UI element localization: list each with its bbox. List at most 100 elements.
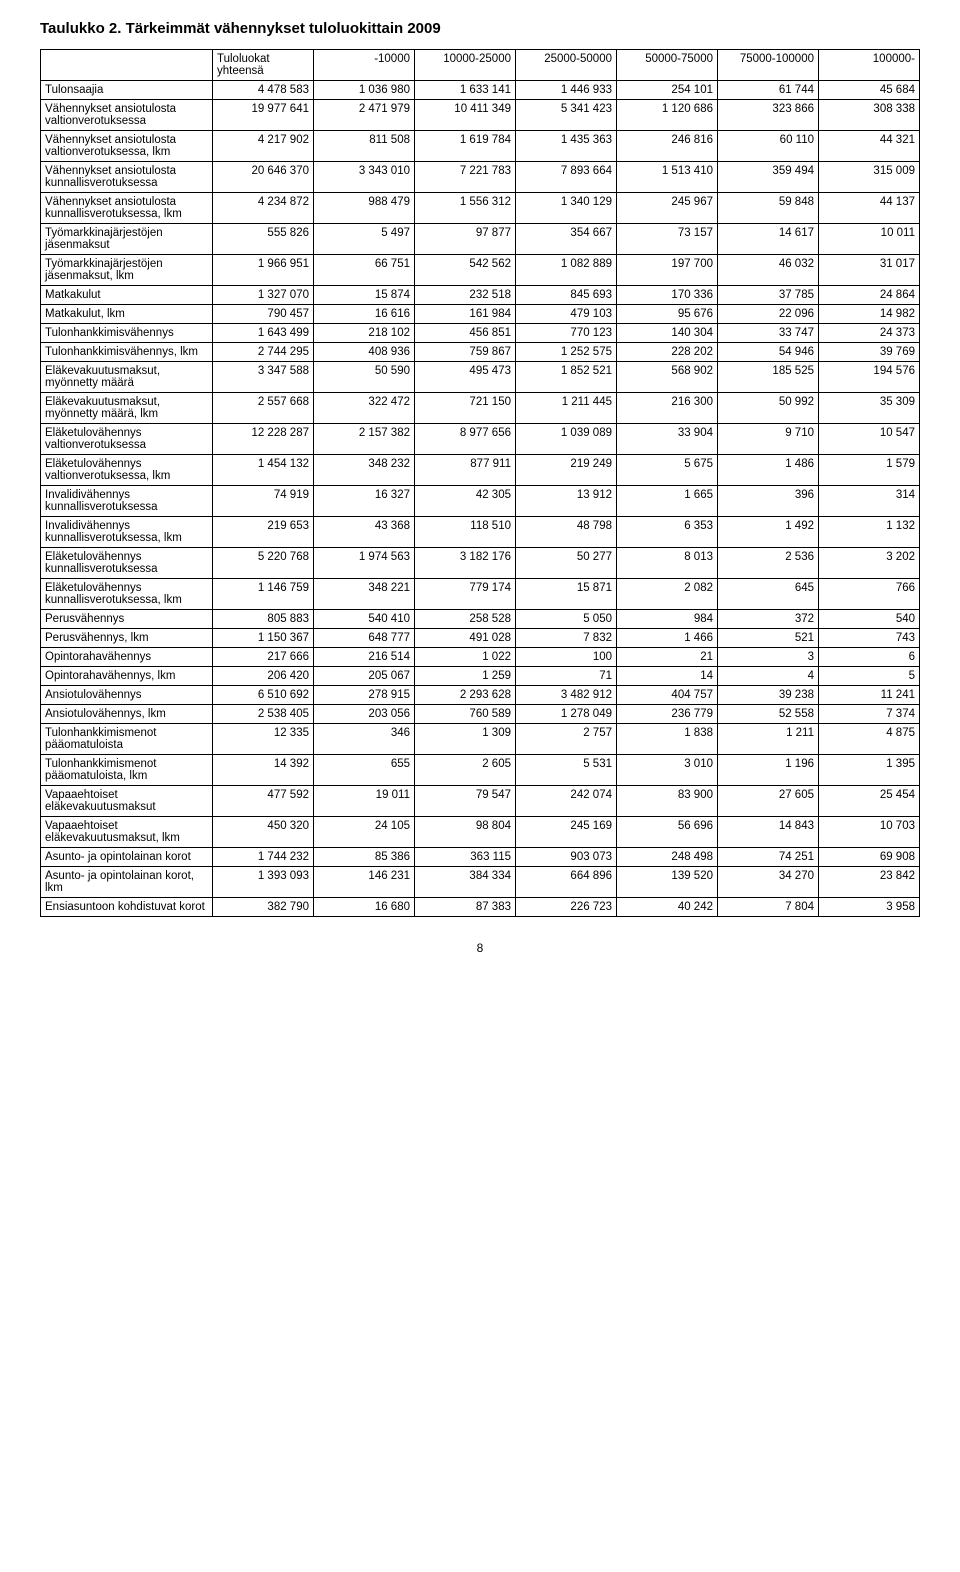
- cell-value: 226 723: [516, 898, 617, 917]
- cell-value: 1 259: [415, 667, 516, 686]
- cell-value: 60 110: [718, 131, 819, 162]
- cell-value: 555 826: [213, 224, 314, 255]
- cell-value: 495 473: [415, 362, 516, 393]
- cell-value: 236 779: [617, 705, 718, 724]
- cell-value: 206 420: [213, 667, 314, 686]
- cell-value: 521: [718, 629, 819, 648]
- cell-value: 39 238: [718, 686, 819, 705]
- cell-value: 14: [617, 667, 718, 686]
- cell-value: 16 327: [314, 486, 415, 517]
- cell-value: 1 838: [617, 724, 718, 755]
- table-row: Matkakulut1 327 07015 874232 518845 6931…: [41, 286, 920, 305]
- table-row: Eläkevakuutusmaksut, myönnetty määrä, lk…: [41, 393, 920, 424]
- cell-value: 33 747: [718, 324, 819, 343]
- cell-value: 1 132: [819, 517, 920, 548]
- cell-value: 79 547: [415, 786, 516, 817]
- cell-value: 655: [314, 755, 415, 786]
- cell-value: 217 666: [213, 648, 314, 667]
- header-yhteensa: Tuloluokat yhteensä: [213, 50, 314, 81]
- cell-value: 7 804: [718, 898, 819, 917]
- table-row: Matkakulut, lkm790 45716 616161 984479 1…: [41, 305, 920, 324]
- cell-value: 1 665: [617, 486, 718, 517]
- page-number: 8: [40, 941, 920, 955]
- table-row: Vähennykset ansiotulosta kunnallisverotu…: [41, 162, 920, 193]
- cell-value: 1 852 521: [516, 362, 617, 393]
- table-row: Tulonsaajia4 478 5831 036 9801 633 1411 …: [41, 81, 920, 100]
- cell-value: 246 816: [617, 131, 718, 162]
- cell-value: 1 466: [617, 629, 718, 648]
- cell-value: 73 157: [617, 224, 718, 255]
- row-label: Vähennykset ansiotulosta valtionverotuks…: [41, 131, 213, 162]
- cell-value: 5 675: [617, 455, 718, 486]
- cell-value: 24 373: [819, 324, 920, 343]
- cell-value: 359 494: [718, 162, 819, 193]
- cell-value: 1 036 980: [314, 81, 415, 100]
- cell-value: 540 410: [314, 610, 415, 629]
- cell-value: 1 492: [718, 517, 819, 548]
- table-row: Invalidivähennys kunnallisverotuksessa, …: [41, 517, 920, 548]
- cell-value: 242 074: [516, 786, 617, 817]
- cell-value: 45 684: [819, 81, 920, 100]
- cell-value: 308 338: [819, 100, 920, 131]
- cell-value: 59 848: [718, 193, 819, 224]
- cell-value: 4 234 872: [213, 193, 314, 224]
- cell-value: 139 520: [617, 867, 718, 898]
- table-row: Opintorahavähennys217 666216 5141 022100…: [41, 648, 920, 667]
- cell-value: 645: [718, 579, 819, 610]
- cell-value: 2 538 405: [213, 705, 314, 724]
- cell-value: 35 309: [819, 393, 920, 424]
- cell-value: 1 486: [718, 455, 819, 486]
- table-row: Ansiotulovähennys, lkm2 538 405203 05676…: [41, 705, 920, 724]
- cell-value: 3 202: [819, 548, 920, 579]
- cell-value: 805 883: [213, 610, 314, 629]
- cell-value: 37 785: [718, 286, 819, 305]
- cell-value: 12 335: [213, 724, 314, 755]
- cell-value: 15 871: [516, 579, 617, 610]
- cell-value: 1 744 232: [213, 848, 314, 867]
- cell-value: 9 710: [718, 424, 819, 455]
- cell-value: 14 392: [213, 755, 314, 786]
- cell-value: 34 270: [718, 867, 819, 898]
- cell-value: 1 395: [819, 755, 920, 786]
- cell-value: 479 103: [516, 305, 617, 324]
- cell-value: 1 278 049: [516, 705, 617, 724]
- cell-value: 845 693: [516, 286, 617, 305]
- cell-value: 14 843: [718, 817, 819, 848]
- cell-value: 140 304: [617, 324, 718, 343]
- cell-value: 4 478 583: [213, 81, 314, 100]
- cell-value: 1 211 445: [516, 393, 617, 424]
- cell-value: 2 536: [718, 548, 819, 579]
- cell-value: 185 525: [718, 362, 819, 393]
- row-label: Tulonhankkimisvähennys, lkm: [41, 343, 213, 362]
- cell-value: 354 667: [516, 224, 617, 255]
- cell-value: 10 547: [819, 424, 920, 455]
- cell-value: 3 010: [617, 755, 718, 786]
- cell-value: 1 120 686: [617, 100, 718, 131]
- cell-value: 10 703: [819, 817, 920, 848]
- data-table: Tuloluokat yhteensä -10000 10000-25000 2…: [40, 49, 920, 917]
- table-row: Invalidivähennys kunnallisverotuksessa74…: [41, 486, 920, 517]
- cell-value: 1 309: [415, 724, 516, 755]
- cell-value: 363 115: [415, 848, 516, 867]
- row-label: Asunto- ja opintolainan korot: [41, 848, 213, 867]
- cell-value: 203 056: [314, 705, 415, 724]
- cell-value: 3 182 176: [415, 548, 516, 579]
- cell-value: 69 908: [819, 848, 920, 867]
- cell-value: 1 340 129: [516, 193, 617, 224]
- cell-value: 50 277: [516, 548, 617, 579]
- row-label: Tulonhankkimismenot pääomatuloista: [41, 724, 213, 755]
- row-label: Vähennykset ansiotulosta kunnallisverotu…: [41, 193, 213, 224]
- table-row: Eläketulovähennys kunnallisverotuksessa5…: [41, 548, 920, 579]
- cell-value: 43 368: [314, 517, 415, 548]
- table-row: Asunto- ja opintolainan korot1 744 23285…: [41, 848, 920, 867]
- table-row: Tulonhankkimismenot pääomatuloista12 335…: [41, 724, 920, 755]
- cell-value: 2 757: [516, 724, 617, 755]
- cell-value: 52 558: [718, 705, 819, 724]
- cell-value: 56 696: [617, 817, 718, 848]
- cell-value: 384 334: [415, 867, 516, 898]
- table-row: Työmarkkinajärjestöjen jäsenmaksut555 82…: [41, 224, 920, 255]
- cell-value: 16 680: [314, 898, 415, 917]
- cell-value: 22 096: [718, 305, 819, 324]
- table-row: Tulonhankkimismenot pääomatuloista, lkm1…: [41, 755, 920, 786]
- cell-value: 3 482 912: [516, 686, 617, 705]
